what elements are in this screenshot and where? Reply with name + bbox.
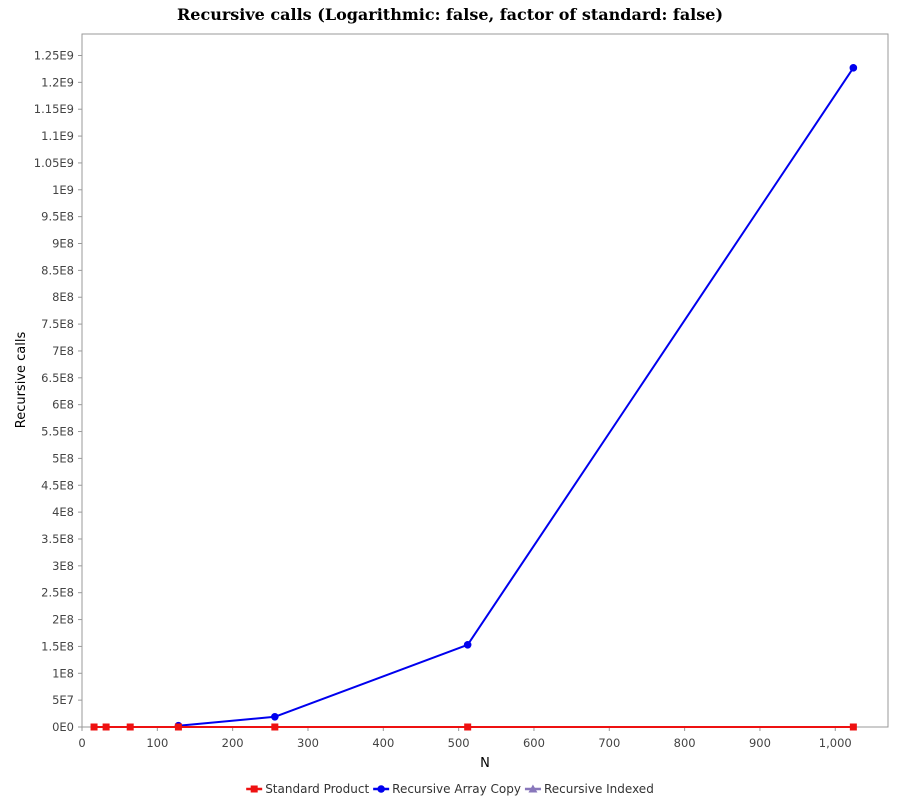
x-axis: 0 100 200 300 400 500 600 700 800 900 1,000 <box>78 727 852 750</box>
y-tick-label: 1.15E9 <box>34 102 74 116</box>
data-point <box>271 723 279 731</box>
y-tick-label: 1.1E9 <box>41 129 74 143</box>
y-tick-label: 1E9 <box>52 183 74 197</box>
x-tick-label: 500 <box>448 736 470 750</box>
y-axis: 0E0 5E7 1E8 1.5E8 2E8 2.5E8 3E8 3.5E8 4E8 4.5E8 5E… <box>34 48 82 734</box>
y-tick-label: 9.5E8 <box>41 210 74 224</box>
y-tick-label: 3.5E8 <box>41 532 74 546</box>
data-point <box>102 723 110 731</box>
legend-item: Recursive Indexed <box>524 782 654 796</box>
legend: Standard Product Recursive Array Copy Recu… <box>246 782 654 796</box>
y-tick-label: 7.5E8 <box>41 317 74 331</box>
legend-item: Standard Product <box>246 782 369 796</box>
data-point <box>90 723 98 731</box>
y-tick-label: 2E8 <box>52 613 74 627</box>
legend-label: Recursive Indexed <box>544 782 654 796</box>
data-point <box>849 64 858 72</box>
chart-title: Recursive calls (Logarithmic: false, fac… <box>177 5 723 24</box>
legend-label: Recursive Array Copy <box>392 782 521 796</box>
y-tick-label: 5E8 <box>52 451 74 465</box>
series-layer <box>90 64 858 731</box>
y-tick-label: 9E8 <box>52 237 74 251</box>
y-tick-label: 5.5E8 <box>41 425 74 439</box>
y-tick-label: 1.5E8 <box>41 639 74 653</box>
legend-marker <box>528 784 538 793</box>
y-tick-label: 6.5E8 <box>41 371 74 385</box>
data-point <box>464 723 472 731</box>
data-point <box>271 712 279 721</box>
x-tick-label: 1,000 <box>819 736 852 750</box>
x-tick-label: 900 <box>749 736 771 750</box>
y-tick-label: 6E8 <box>52 398 74 412</box>
series-line <box>178 67 855 727</box>
legend-item: Recursive Array Copy <box>373 782 521 796</box>
legend-marker <box>377 785 385 793</box>
x-tick-label: 400 <box>372 736 394 750</box>
y-tick-label: 1E8 <box>52 666 74 680</box>
plot-area <box>81 33 889 728</box>
data-point <box>463 641 472 649</box>
x-tick-label: 200 <box>222 736 244 750</box>
y-tick-label: 3E8 <box>52 559 74 573</box>
y-tick-label: 4E8 <box>52 505 74 519</box>
y-tick-label: 2.5E8 <box>41 586 74 600</box>
x-tick-label: 600 <box>523 736 545 750</box>
x-tick-label: 700 <box>598 736 620 750</box>
x-tick-label: 0 <box>78 736 85 750</box>
legend-label: Standard Product <box>265 782 369 796</box>
x-tick-label: 800 <box>674 736 696 750</box>
y-tick-label: 8E8 <box>52 290 74 304</box>
y-tick-label: 1.05E9 <box>34 156 74 170</box>
legend-marker <box>250 785 258 793</box>
data-point <box>126 723 134 731</box>
data-point <box>849 723 857 731</box>
y-tick-label: 8.5E8 <box>41 263 74 277</box>
y-tick-label: 4.5E8 <box>41 478 74 492</box>
y-tick-label: 1.25E9 <box>34 48 74 62</box>
series-0 <box>90 723 857 731</box>
x-tick-label: 100 <box>146 736 168 750</box>
x-tick-label: 300 <box>297 736 319 750</box>
data-point <box>174 723 182 731</box>
y-tick-label: 7E8 <box>52 344 74 358</box>
y-tick-label: 5E7 <box>52 693 74 707</box>
y-axis-label: Recursive calls <box>14 332 29 429</box>
y-tick-label: 0E0 <box>52 720 74 734</box>
x-axis-label: N <box>480 756 490 771</box>
y-tick-label: 1.2E9 <box>41 75 74 89</box>
